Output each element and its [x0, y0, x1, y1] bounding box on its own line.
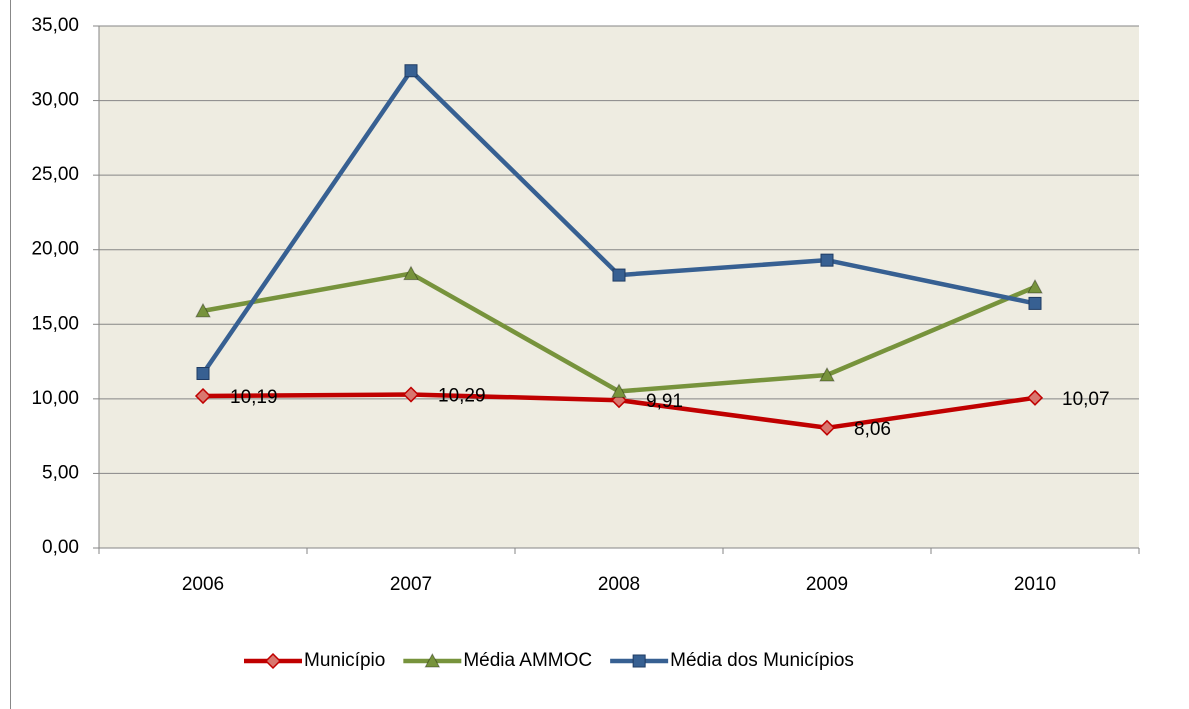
data-label: 9,91	[646, 391, 683, 412]
data-label: 10,29	[438, 386, 486, 407]
marker	[612, 268, 626, 282]
marker	[195, 302, 211, 318]
data-label: 10,07	[1062, 389, 1110, 410]
marker	[194, 387, 212, 405]
y-tick-label: 25,00	[31, 164, 79, 185]
marker	[632, 654, 646, 668]
marker	[818, 419, 836, 436]
x-tick-label: 2008	[598, 574, 640, 595]
y-tick-label: 35,00	[31, 15, 79, 36]
x-tick-label: 2009	[806, 574, 848, 595]
marker	[402, 386, 420, 403]
y-tick-label: 20,00	[31, 239, 79, 260]
y-tick-label: 10,00	[31, 388, 79, 409]
y-tick-label: 30,00	[31, 90, 79, 111]
x-tick-label: 2007	[390, 574, 432, 595]
plot-area	[99, 26, 1139, 548]
y-tick-label: 15,00	[31, 313, 79, 334]
legend-label: Município	[304, 650, 385, 671]
marker	[424, 652, 441, 668]
marker	[196, 367, 210, 381]
marker	[611, 383, 627, 398]
marker	[404, 64, 418, 78]
marker	[610, 392, 628, 409]
marker	[264, 652, 282, 670]
legend-label: Média AMMOC	[463, 650, 592, 671]
marker	[1026, 389, 1044, 406]
x-tick-label: 2006	[182, 574, 224, 595]
marker	[819, 366, 835, 382]
marker	[1027, 278, 1043, 294]
data-label: 10,19	[230, 387, 278, 408]
marker	[820, 253, 834, 267]
y-tick-label: 0,00	[42, 537, 79, 558]
y-tick-label: 5,00	[42, 462, 79, 483]
data-label: 8,06	[854, 419, 891, 440]
marker	[403, 265, 419, 281]
marker	[1028, 296, 1042, 310]
legend-label: Média dos Municípios	[670, 650, 854, 671]
x-tick-label: 2010	[1014, 574, 1056, 595]
